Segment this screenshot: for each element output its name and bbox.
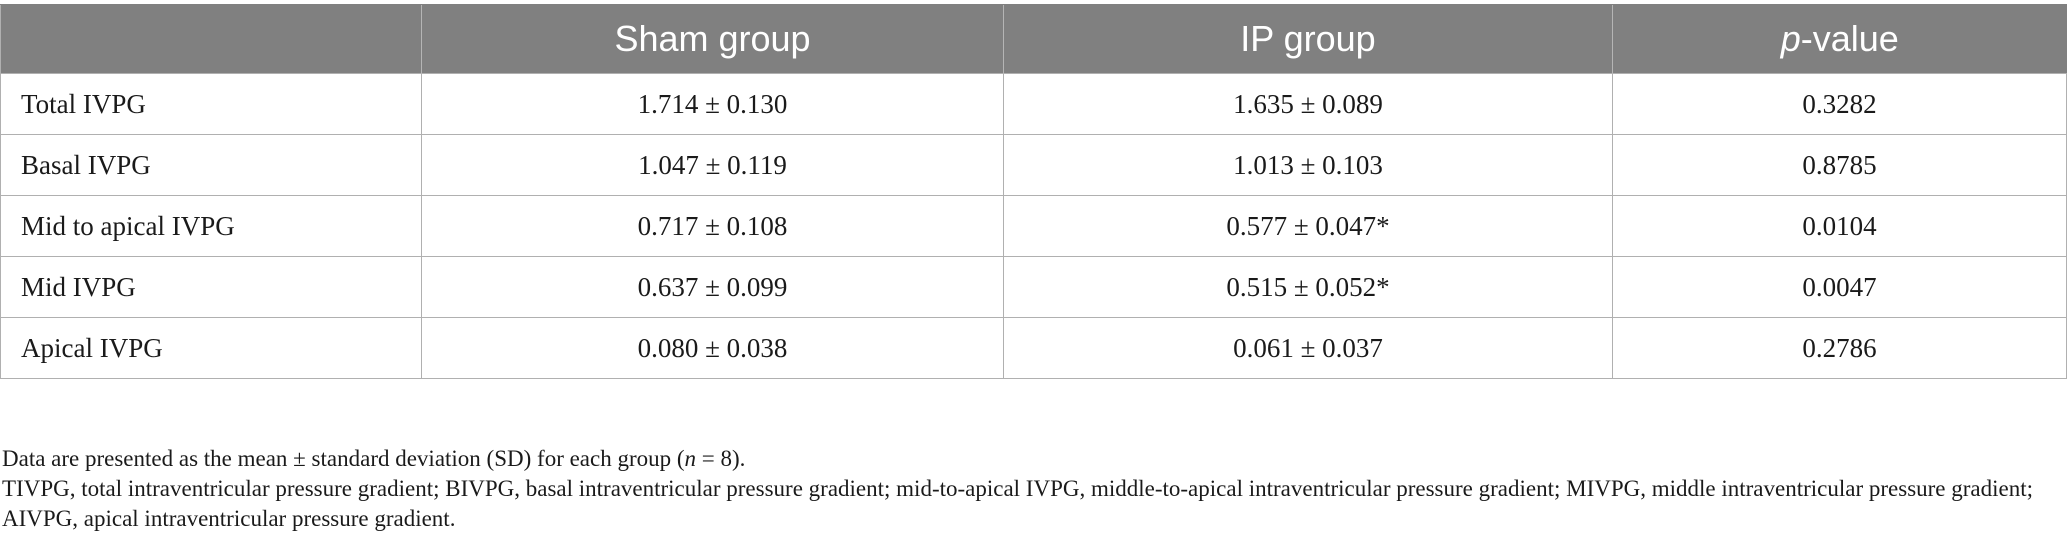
footnote-1-post: = 8). — [696, 446, 746, 471]
footnote-1-n: n — [684, 446, 697, 471]
header-p-italic: p — [1780, 18, 1801, 59]
cell-sham: 0.717 ± 0.108 — [421, 195, 1004, 257]
row-label: Basal IVPG — [0, 134, 422, 196]
cell-ip: 0.577 ± 0.047* — [1003, 195, 1613, 257]
header-sham-group: Sham group — [421, 4, 1004, 74]
cell-ip: 0.061 ± 0.037 — [1003, 317, 1613, 379]
header-row: Sham group IP group p-value — [0, 4, 2067, 74]
ivpg-table: Sham group IP group p-value Total IVPG 1… — [0, 4, 2067, 379]
footnote-1-pre: Data are presented as the mean ± standar… — [2, 446, 685, 471]
table-row: Total IVPG 1.714 ± 0.130 1.635 ± 0.089 0… — [0, 73, 2067, 135]
header-empty — [0, 4, 422, 74]
cell-sham: 1.714 ± 0.130 — [421, 73, 1004, 135]
cell-p-value: 0.8785 — [1612, 134, 2067, 196]
cell-sham: 0.637 ± 0.099 — [421, 256, 1004, 318]
row-label: Mid to apical IVPG — [0, 195, 422, 257]
footnote-abbreviations: TIVPG, total intraventricular pressure g… — [2, 476, 2034, 531]
cell-p-value: 0.0104 — [1612, 195, 2067, 257]
footnote-data-description: Data are presented as the mean ± standar… — [2, 444, 2062, 474]
cell-p-value: 0.3282 — [1612, 73, 2067, 135]
cell-p-value: 0.2786 — [1612, 317, 2067, 379]
table-row: Apical IVPG 0.080 ± 0.038 0.061 ± 0.037 … — [0, 317, 2067, 379]
header-p-rest: -value — [1800, 18, 1899, 59]
cell-ip: 1.013 ± 0.103 — [1003, 134, 1613, 196]
cell-ip: 0.515 ± 0.052* — [1003, 256, 1613, 318]
row-label: Apical IVPG — [0, 317, 422, 379]
cell-sham: 1.047 ± 0.119 — [421, 134, 1004, 196]
table-row: Basal IVPG 1.047 ± 0.119 1.013 ± 0.103 0… — [0, 134, 2067, 196]
table-row: Mid to apical IVPG 0.717 ± 0.108 0.577 ±… — [0, 195, 2067, 257]
table-footnotes: Data are presented as the mean ± standar… — [2, 444, 2062, 534]
row-label: Mid IVPG — [0, 256, 422, 318]
table-row: Mid IVPG 0.637 ± 0.099 0.515 ± 0.052* 0.… — [0, 256, 2067, 318]
header-ip-group: IP group — [1003, 4, 1613, 74]
cell-sham: 0.080 ± 0.038 — [421, 317, 1004, 379]
data-table-container: Sham group IP group p-value Total IVPG 1… — [0, 4, 2067, 379]
header-p-value: p-value — [1612, 4, 2067, 74]
row-label: Total IVPG — [0, 73, 422, 135]
cell-ip: 1.635 ± 0.089 — [1003, 73, 1613, 135]
cell-p-value: 0.0047 — [1612, 256, 2067, 318]
